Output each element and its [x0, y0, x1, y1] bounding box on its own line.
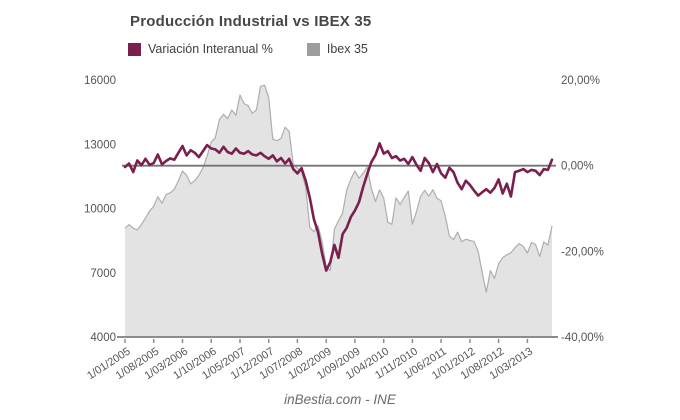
- legend-item-ibex: Ibex 35: [306, 42, 368, 56]
- chart-title: Producción Industrial vs IBEX 35: [130, 13, 372, 30]
- y-right-tick-label: -20,00%: [561, 246, 604, 258]
- y-right-tick-label: 0,00%: [561, 161, 594, 173]
- legend-item-variacion: Variación Interanual %: [128, 42, 273, 56]
- legend-label-variacion: Variación Interanual %: [148, 42, 273, 56]
- y-right-tick-label: 20,00%: [561, 75, 600, 87]
- source-caption: inBestia.com - INE: [284, 392, 396, 407]
- y-left-tick-label: 10000: [84, 204, 116, 216]
- y-left-tick-label: 7000: [90, 268, 116, 280]
- ibex-area-outline: [124, 84, 553, 293]
- y-left-tick-label: 13000: [84, 139, 116, 151]
- legend-label-ibex: Ibex 35: [326, 42, 368, 56]
- y-left-tick-label: 16000: [84, 75, 116, 87]
- ibex-area-series: [125, 85, 552, 337]
- legend-swatch-ibex-icon: [306, 42, 320, 56]
- y-left-tick-label: 4000: [90, 332, 116, 344]
- legend-swatch-variacion-icon: [128, 42, 141, 56]
- variacion-line-series: [123, 142, 554, 272]
- legend: Variación Interanual % Ibex 35: [128, 42, 368, 56]
- y-right-tick-label: -40,00%: [561, 332, 604, 344]
